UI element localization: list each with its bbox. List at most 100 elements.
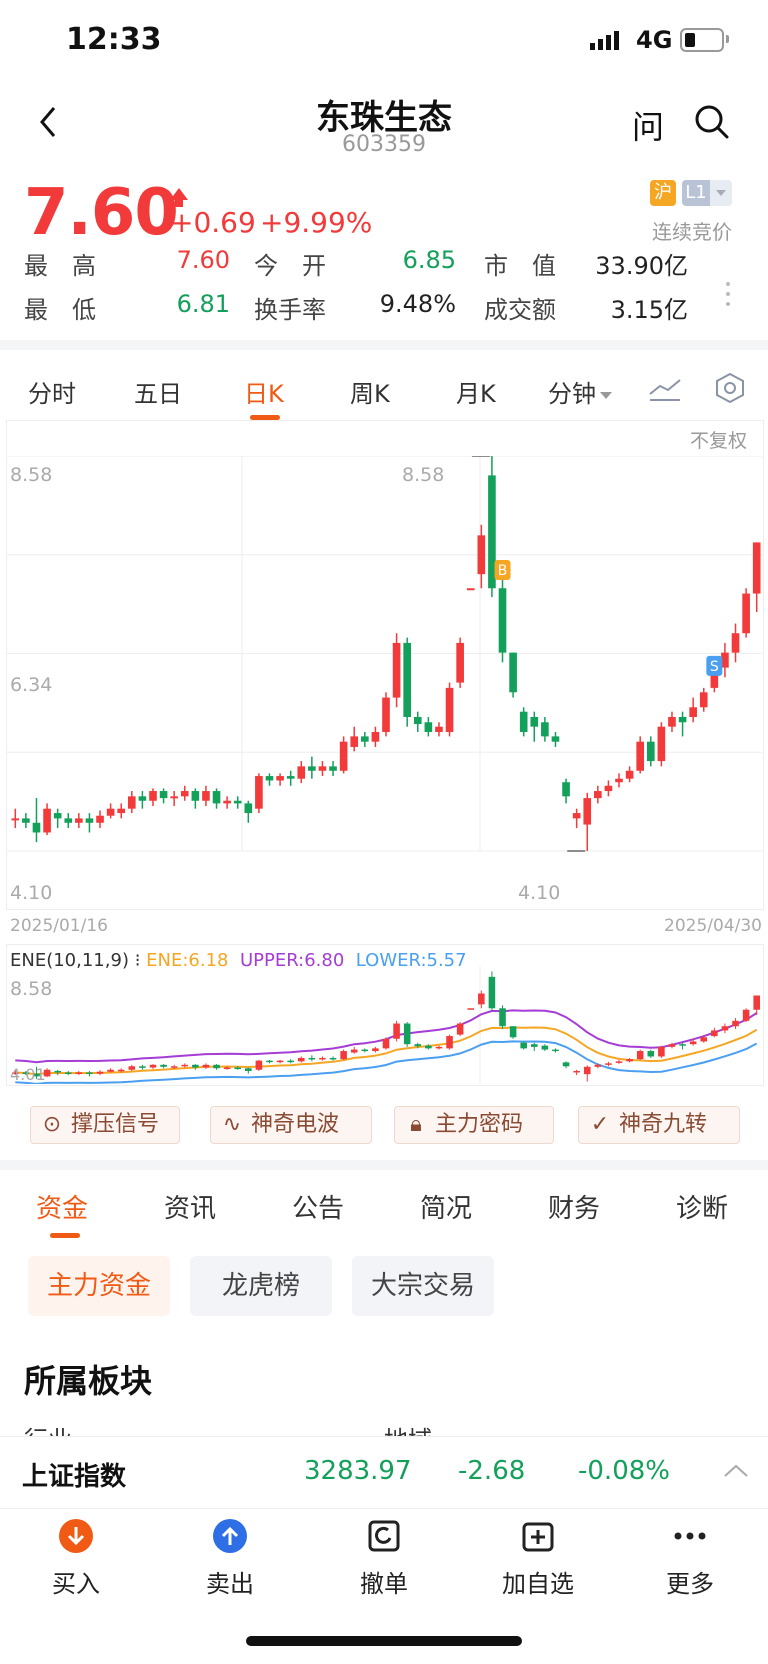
candle-body — [53, 813, 62, 819]
more-button[interactable]: 更多 — [640, 1518, 740, 1599]
candle-body — [668, 716, 676, 727]
tab-daily-k[interactable]: 日K — [244, 380, 284, 408]
candle-body — [32, 822, 41, 833]
candle-body — [530, 716, 539, 727]
candle-body — [519, 711, 528, 732]
mini-candle-body — [478, 993, 485, 1005]
ene-indicator-chart[interactable]: 4.01 — [6, 966, 762, 1084]
level-badge[interactable]: L1 — [682, 180, 710, 206]
mini-candle-body — [414, 1044, 422, 1047]
mini-candle-body — [711, 1030, 718, 1037]
mini-candle-body — [297, 1057, 305, 1062]
candle-body — [149, 791, 157, 801]
mini-candle-body — [488, 976, 496, 1009]
subtab-main-funds[interactable]: 主力资金 — [28, 1256, 170, 1316]
index-value: 3283.97 — [304, 1456, 412, 1486]
mini-candle-body — [181, 1064, 189, 1067]
candle-body — [636, 741, 645, 771]
chevron-down-icon — [600, 391, 612, 399]
divider — [0, 1160, 768, 1170]
min-price-marker: 4.10 — [518, 882, 561, 904]
tab-weekly-k[interactable]: 周K — [350, 380, 390, 408]
cancel-order-button[interactable]: 撤单 — [334, 1518, 434, 1599]
active-tab-indicator — [50, 1233, 80, 1238]
tab-profile[interactable]: 简况 — [420, 1194, 473, 1224]
search-icon[interactable] — [692, 102, 732, 142]
upper-value: UPPER:6.80 — [239, 950, 345, 971]
index-change-pct: -0.08% — [578, 1456, 670, 1486]
back-icon[interactable] — [30, 100, 70, 144]
tab-diagnosis[interactable]: 诊断 — [676, 1194, 729, 1224]
adjust-mode[interactable]: 不复权 — [690, 430, 748, 452]
candle-body — [382, 697, 390, 732]
ask-button[interactable]: 问 — [632, 108, 665, 146]
candle-body — [212, 791, 221, 804]
mini-candle-body — [319, 1057, 326, 1060]
mini-candle-body — [530, 1044, 538, 1047]
tab-intraday[interactable]: 分时 — [28, 380, 76, 408]
subtab-block-trade[interactable]: 大宗交易 — [352, 1256, 494, 1316]
sell-button[interactable]: 卖出 — [180, 1518, 280, 1599]
mini-candle-body — [382, 1038, 390, 1049]
candle-body — [551, 736, 560, 742]
tool-label: 神奇九转 — [619, 1112, 708, 1137]
candle-body — [117, 808, 126, 814]
candle-body — [255, 776, 263, 809]
mini-candle-body — [541, 1045, 549, 1050]
mini-candle-body — [139, 1066, 146, 1068]
buy-signal-label: B — [498, 563, 508, 579]
candle-body — [562, 782, 570, 797]
mini-candle-body — [22, 1072, 30, 1074]
subtab-dragon-tiger[interactable]: 龙虎榜 — [190, 1256, 332, 1316]
tab-funds[interactable]: 资金 — [36, 1194, 89, 1224]
magic-wave-button[interactable]: ∿ 神奇电波 — [210, 1106, 372, 1144]
mini-candle-body — [594, 1064, 602, 1067]
candle-body — [615, 778, 623, 783]
support-resistance-button[interactable]: ⊙ 撑压信号 — [30, 1106, 180, 1144]
tab-monthly-k[interactable]: 月K — [456, 380, 496, 408]
candle-body — [223, 800, 231, 804]
main-force-code-button[interactable]: 🔒︎ 主力密码 — [394, 1106, 554, 1144]
candle-body — [594, 791, 602, 799]
more-vertical-icon[interactable] — [726, 282, 730, 312]
mini-candle-body — [33, 1073, 40, 1077]
settings-icon[interactable] — [714, 372, 746, 404]
tab-five-day[interactable]: 五日 — [134, 380, 182, 408]
tab-announcements[interactable]: 公告 — [292, 1194, 345, 1224]
candle-body — [339, 741, 348, 771]
ene-line — [15, 1026, 758, 1076]
mini-candle-body — [64, 1072, 72, 1074]
candle-body — [731, 633, 740, 653]
magic-nine-button[interactable]: ✓ 神奇九转 — [578, 1106, 740, 1144]
more-label: 更多 — [666, 1570, 714, 1598]
add-watchlist-button[interactable]: 加自选 — [488, 1518, 588, 1599]
indicator-header[interactable]: ENE(10,11,9) ⁝ ENE:6.18 UPPER:6.80 LOWER… — [10, 950, 467, 971]
indicator-name: ENE(10,11,9) — [10, 950, 129, 971]
candle-body — [646, 741, 655, 762]
mini-candle-body — [636, 1051, 644, 1060]
sell-icon — [213, 1519, 247, 1553]
candle-body — [180, 791, 189, 797]
level-dropdown-icon[interactable] — [710, 180, 732, 206]
mini-candle-body — [403, 1023, 411, 1045]
turnover-label: 换手率 — [254, 296, 326, 324]
tab-minute[interactable]: 分钟 — [548, 374, 612, 409]
tab-news[interactable]: 资讯 — [164, 1194, 217, 1224]
tab-financials[interactable]: 财务 — [548, 1194, 601, 1224]
mini-candle-body — [393, 1023, 400, 1039]
lock-icon: 🔒︎ — [410, 1112, 422, 1137]
candle-body — [202, 791, 210, 801]
sell-signal-badge — [706, 655, 723, 676]
candle-body — [138, 796, 147, 801]
buy-button[interactable]: 买入 — [26, 1518, 126, 1599]
cancel-order-label: 撤单 — [360, 1570, 408, 1598]
candle-body — [456, 642, 464, 683]
chevron-up-icon[interactable] — [722, 1462, 750, 1480]
candle-body — [424, 722, 433, 732]
mini-candle-body — [647, 1051, 655, 1057]
mini-candle-body — [96, 1071, 104, 1074]
candle-body — [625, 770, 634, 779]
index-ticker-bar[interactable] — [0, 1436, 768, 1509]
indicator-line-icon[interactable] — [648, 374, 682, 402]
kline-chart[interactable]: BS — [6, 456, 762, 910]
